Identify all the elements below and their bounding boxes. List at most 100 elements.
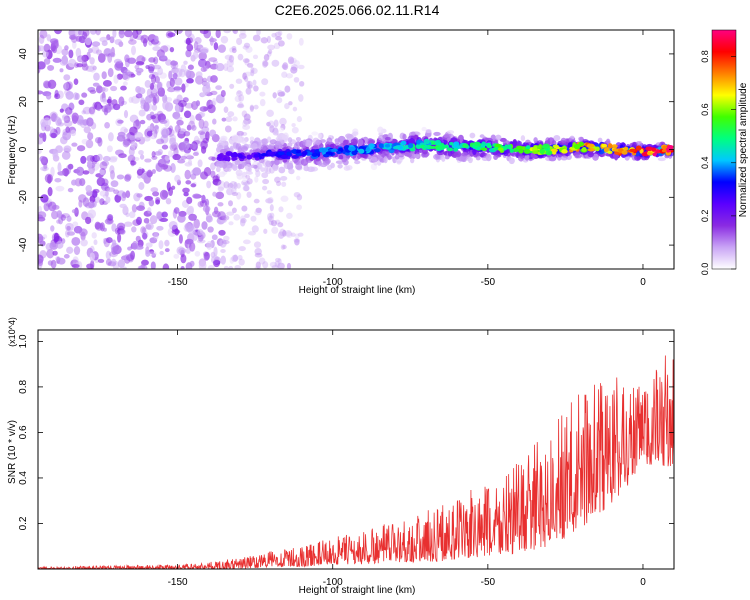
heatmap-cell [254,265,262,269]
heatmap-cell [296,204,303,210]
heatmap-cell [151,151,156,158]
heatmap-cell [433,131,441,136]
heatmap-cell [64,82,70,90]
heatmap-cell [260,153,268,157]
heatmap-cell [184,162,193,167]
heatmap-cell [286,33,293,40]
heatmap-cell [112,239,117,247]
heatmap-cell [271,265,279,269]
heatmap-cell [270,219,278,227]
heatmap-cell [237,102,244,108]
heatmap-cell [271,32,277,38]
heatmap-cell [212,59,218,65]
heatmap-cell [96,153,103,162]
heatmap-cell [236,130,244,137]
heatmap-cell [238,246,246,252]
heatmap-cell [252,34,261,42]
heatmap-cell [240,215,246,222]
heatmap-cell [612,148,620,152]
heatmap-cell [185,40,192,45]
heatmap-cell [78,228,88,237]
heatmap-cell [111,223,117,232]
heatmap-cell [138,182,145,190]
heatmap-cell [123,109,129,119]
heatmap-cell [547,137,555,145]
heatmap-cell [38,258,44,267]
heatmap-cell [233,214,241,221]
heatmap-cell [149,215,158,225]
heatmap-cell [523,148,531,154]
heatmap-cell [180,64,187,73]
heatmap-cell [169,77,175,88]
heatmap-cell [76,119,85,126]
heatmap-cell [148,57,156,63]
heatmap-cell [229,145,234,153]
heatmap-cell [295,137,301,142]
heatmap-cell [192,231,198,242]
heatmap-cell [628,148,637,153]
heatmap-cell [130,160,137,166]
heatmap-cell [265,198,273,204]
heatmap-cell [275,36,283,41]
heatmap-cell [109,155,118,161]
heatmap-cell [300,158,309,166]
heatmap-cell [42,166,47,172]
heatmap-cell [38,63,41,70]
heatmap-cell [486,142,492,149]
heatmap-cell [180,266,185,269]
heatmap-cell [518,148,524,154]
heatmap-cell [185,180,192,185]
snr-y-tick-label: 0.2 [18,516,29,530]
heatmap-cell [166,181,171,192]
heatmap-cell [251,142,258,150]
heatmap-cell [99,161,108,170]
heatmap-cell [106,145,113,153]
heatmap-cell [266,121,271,127]
heatmap-cell [172,153,181,161]
heatmap-cell [277,151,285,156]
heatmap-cell [425,129,432,134]
heatmap-cell [93,72,100,81]
heatmap-cell [146,169,153,178]
heatmap-cell [159,119,168,124]
heatmap-cell [55,185,65,192]
heatmap-cell [201,194,206,204]
heatmap-cell [81,63,89,71]
heatmap-cell [623,146,629,151]
heatmap-cell [297,232,304,237]
heatmap-cell [274,160,280,166]
heatmap-cell [245,171,254,175]
heatmap-cell [91,45,100,54]
heatmap-cell [195,113,202,121]
heatmap-cell [552,144,559,148]
heatmap-cell [186,78,194,84]
heatmap-cell [68,49,74,59]
heatmap-cell [281,134,287,141]
heatmap-cell [177,214,186,223]
heatmap-cell [220,135,228,142]
heatmap-cell [436,147,443,151]
heatmap-cell [267,151,275,156]
heatmap-cell [181,140,190,151]
heatmap-cell [227,111,235,118]
heatmap-cell [144,158,152,163]
heatmap-cell [64,222,74,232]
heatmap-cell [226,156,231,162]
heatmap-cell [143,102,150,112]
heatmap-cell [76,145,86,152]
heatmap-cell [223,63,229,72]
heatmap-cell [154,151,162,156]
heatmap-cell [63,115,71,124]
heatmap-cell [232,135,238,142]
heatmap-cell [95,30,101,36]
heatmap-cell [172,208,178,219]
heatmap-cell [324,158,331,164]
snr-y-tick-label: 1.0 [18,334,29,348]
heatmap-cell [43,43,51,53]
heatmap-cell [238,32,247,39]
heatmap-cell [277,89,283,96]
heatmap-cell [40,194,49,203]
heatmap-cell [173,85,182,93]
heatmap-cell [117,190,126,197]
heatmap-cell [59,59,69,66]
